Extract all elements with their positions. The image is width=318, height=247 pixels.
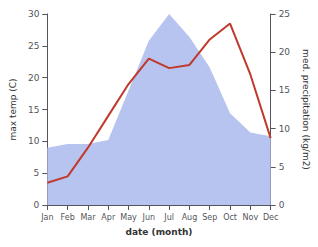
- svg-text:Apr: Apr: [101, 213, 116, 222]
- svg-text:date (month): date (month): [126, 227, 193, 237]
- svg-text:Nov: Nov: [243, 213, 259, 222]
- svg-text:Feb: Feb: [61, 213, 75, 222]
- svg-text:25: 25: [279, 9, 290, 19]
- svg-text:max temp (C): max temp (C): [8, 78, 18, 140]
- svg-text:Jan: Jan: [40, 213, 53, 222]
- svg-text:25: 25: [28, 41, 39, 51]
- svg-text:20: 20: [279, 47, 291, 57]
- svg-text:5: 5: [279, 162, 285, 172]
- svg-text:5: 5: [34, 168, 40, 178]
- svg-text:10: 10: [28, 136, 40, 146]
- svg-text:Jul: Jul: [163, 213, 174, 222]
- svg-text:30: 30: [28, 9, 40, 19]
- svg-text:Dec: Dec: [263, 213, 278, 222]
- svg-text:Mar: Mar: [80, 213, 96, 222]
- svg-text:Oct: Oct: [223, 213, 237, 222]
- svg-text:10: 10: [279, 124, 291, 134]
- svg-text:0: 0: [34, 200, 40, 210]
- svg-text:15: 15: [279, 85, 290, 95]
- svg-text:May: May: [120, 213, 137, 222]
- svg-text:Aug: Aug: [182, 213, 198, 222]
- svg-text:med. precipitation (kg/m2): med. precipitation (kg/m2): [301, 49, 311, 170]
- svg-text:20: 20: [28, 73, 40, 83]
- svg-text:0: 0: [279, 200, 285, 210]
- svg-text:Jun: Jun: [142, 213, 156, 222]
- svg-text:15: 15: [28, 105, 39, 115]
- svg-text:Sep: Sep: [202, 213, 217, 222]
